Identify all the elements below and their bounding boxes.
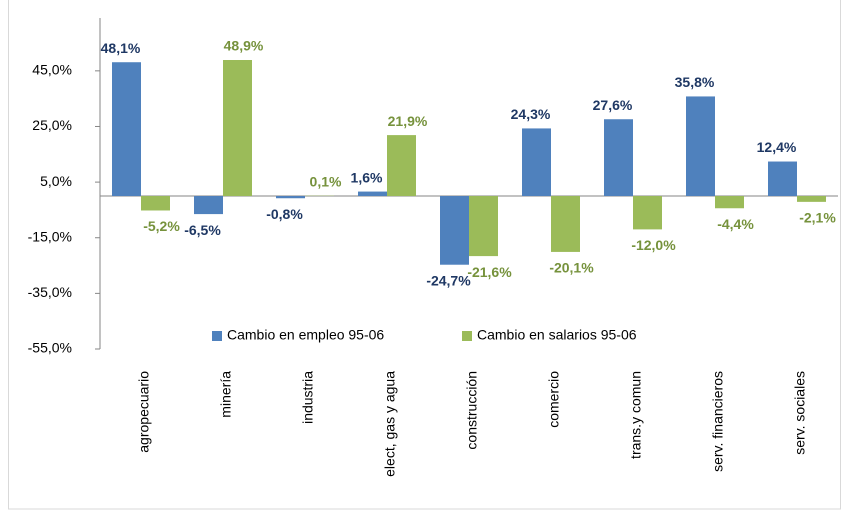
bar xyxy=(686,96,715,197)
bar xyxy=(522,128,551,197)
bar xyxy=(358,191,387,197)
bar xyxy=(141,196,170,211)
x-tick-label: elect, gas y agua xyxy=(382,371,398,477)
y-tick-label: -55,0% xyxy=(28,340,72,356)
x-tick-label: serv. financieros xyxy=(710,371,726,472)
value-label: 27,6% xyxy=(593,97,633,113)
x-tick-label: serv. sociales xyxy=(792,371,808,455)
bar xyxy=(768,161,797,197)
legend-label: Cambio en empleo 95-06 xyxy=(227,327,384,343)
value-label: -5,2% xyxy=(143,218,180,234)
bar xyxy=(551,196,580,252)
value-label: 35,8% xyxy=(675,74,715,90)
value-label: -21,6% xyxy=(467,264,512,280)
bar xyxy=(223,60,252,197)
y-tick-label: 45,0% xyxy=(32,62,72,78)
bar xyxy=(715,196,744,209)
value-label: 1,6% xyxy=(351,169,383,185)
value-label: -24,7% xyxy=(426,272,471,288)
chart-frame xyxy=(8,0,841,510)
legend-label: Cambio en salarios 95-06 xyxy=(477,327,637,343)
value-label: -12,0% xyxy=(631,237,676,253)
y-tick-label: -35,0% xyxy=(28,284,72,300)
x-tick-label: agropecuario xyxy=(136,371,152,453)
y-tick-label: 25,0% xyxy=(32,117,72,133)
x-tick-label: construcción xyxy=(464,371,480,450)
value-label: 0,1% xyxy=(310,173,342,189)
bar xyxy=(797,196,826,202)
bar xyxy=(276,196,305,199)
bar xyxy=(604,119,633,197)
value-label: -0,8% xyxy=(266,206,303,222)
bar xyxy=(440,196,469,265)
value-label: 12,4% xyxy=(757,139,797,155)
bar xyxy=(194,196,223,215)
x-tick-label: comercio xyxy=(546,371,562,428)
legend-swatch xyxy=(212,331,222,341)
value-label: 48,9% xyxy=(224,38,264,54)
y-tick-label: -15,0% xyxy=(28,228,72,244)
bar xyxy=(633,196,662,230)
x-tick-label: trans.y comun xyxy=(628,371,644,459)
value-label: 21,9% xyxy=(388,113,428,129)
legend-swatch xyxy=(462,331,472,341)
x-tick-label: minería xyxy=(218,371,234,418)
value-label: -20,1% xyxy=(549,260,594,276)
bar xyxy=(387,135,416,197)
bar xyxy=(112,62,141,197)
value-label: 48,1% xyxy=(101,40,141,56)
bar xyxy=(469,196,498,257)
value-label: -4,4% xyxy=(717,216,754,232)
y-tick-label: 5,0% xyxy=(40,173,72,189)
value-label: 24,3% xyxy=(511,106,551,122)
x-tick-label: industria xyxy=(300,371,316,424)
value-label: -6,5% xyxy=(184,222,221,238)
value-label: -2,1% xyxy=(799,210,836,226)
